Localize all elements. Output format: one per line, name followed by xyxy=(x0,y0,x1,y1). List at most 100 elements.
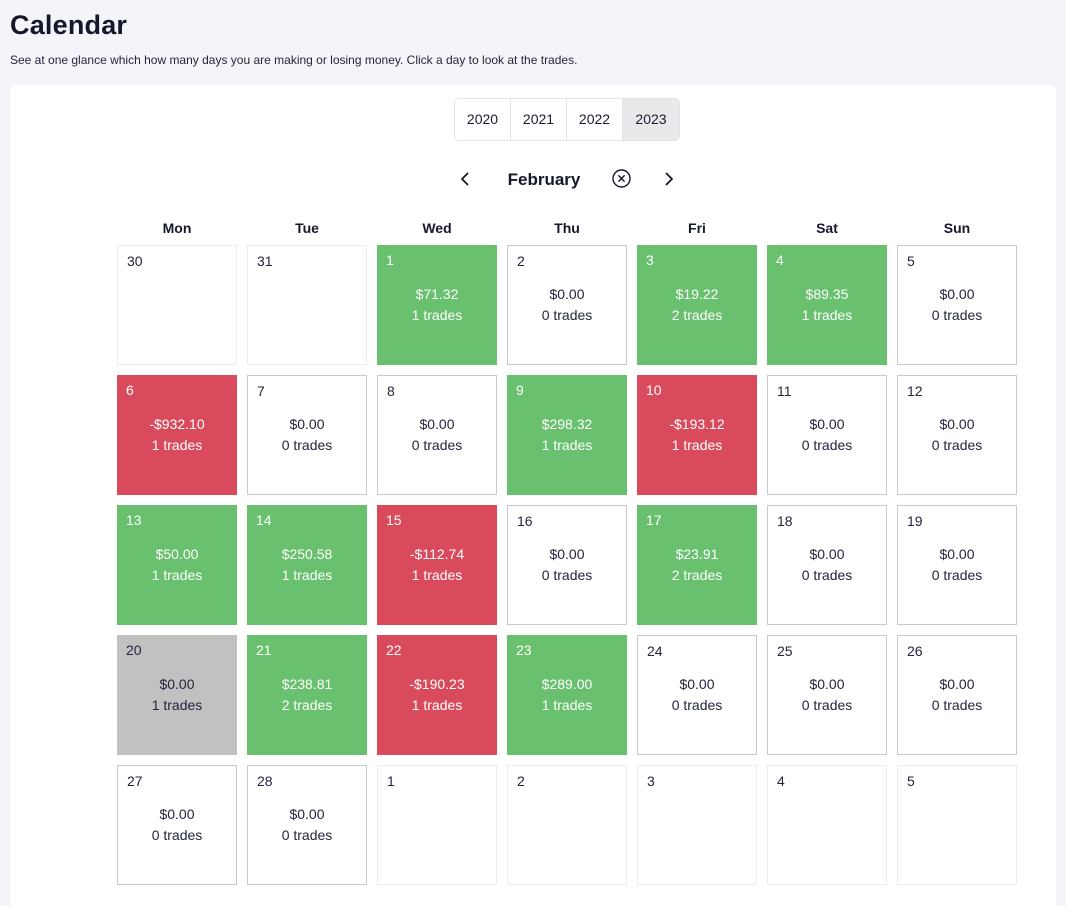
day-pnl-amount: $0.00 xyxy=(939,286,975,302)
day-cell-25[interactable]: 25 $0.00 0 trades xyxy=(767,635,887,755)
day-trade-count: 1 trades xyxy=(281,567,333,583)
day-cell-9[interactable]: 9 $298.32 1 trades xyxy=(507,375,627,495)
day-cell-28[interactable]: 28 $0.00 0 trades xyxy=(247,765,367,885)
day-trade-count: 0 trades xyxy=(411,437,463,453)
day-number: 7 xyxy=(257,383,265,399)
year-tab-2020[interactable]: 2020 xyxy=(455,99,511,140)
day-pnl-amount: $289.00 xyxy=(541,676,593,692)
day-cell-18[interactable]: 18 $0.00 0 trades xyxy=(767,505,887,625)
day-number: 13 xyxy=(126,512,142,528)
day-number: 24 xyxy=(647,643,663,659)
day-cell-15[interactable]: 15 -$112.74 1 trades xyxy=(377,505,497,625)
day-cell-23[interactable]: 23 $289.00 1 trades xyxy=(507,635,627,755)
day-number: 5 xyxy=(907,773,915,789)
day-number: 25 xyxy=(777,643,793,659)
page-header: Calendar See at one glance which how man… xyxy=(0,0,1066,67)
day-cell-4[interactable]: 4 $89.35 1 trades xyxy=(767,245,887,365)
day-number: 1 xyxy=(387,773,395,789)
page-title: Calendar xyxy=(10,10,128,40)
previous-month-button[interactable] xyxy=(454,169,476,191)
day-pnl-amount: $0.00 xyxy=(809,546,845,562)
day-cell-3[interactable]: 3 $19.22 2 trades xyxy=(637,245,757,365)
month-navigation: February xyxy=(117,163,1017,197)
day-pnl-amount: $50.00 xyxy=(155,546,199,562)
day-cell-11[interactable]: 11 $0.00 0 trades xyxy=(767,375,887,495)
day-number: 4 xyxy=(777,773,785,789)
day-pnl-amount: $71.32 xyxy=(415,286,459,302)
day-trade-count: 1 trades xyxy=(151,567,203,583)
day-trade-count: 2 trades xyxy=(281,697,333,713)
day-cell-2[interactable]: 2 xyxy=(507,765,627,885)
day-number: 4 xyxy=(776,252,784,268)
day-trade-count: 0 trades xyxy=(801,697,853,713)
day-pnl-amount: $89.35 xyxy=(805,286,849,302)
day-number: 14 xyxy=(256,512,272,528)
day-summary: $0.00 0 trades xyxy=(508,544,626,586)
day-number: 18 xyxy=(777,513,793,529)
day-cell-1[interactable]: 1 $71.32 1 trades xyxy=(377,245,497,365)
day-number: 5 xyxy=(907,253,915,269)
day-summary: $0.00 0 trades xyxy=(248,414,366,456)
day-cell-6[interactable]: 6 -$932.10 1 trades xyxy=(117,375,237,495)
day-trade-count: 2 trades xyxy=(671,567,723,583)
day-cell-21[interactable]: 21 $238.81 2 trades xyxy=(247,635,367,755)
day-trade-count: 1 trades xyxy=(411,567,463,583)
day-cell-7[interactable]: 7 $0.00 0 trades xyxy=(247,375,367,495)
day-cell-1[interactable]: 1 xyxy=(377,765,497,885)
day-cell-19[interactable]: 19 $0.00 0 trades xyxy=(897,505,1017,625)
day-pnl-amount: $238.81 xyxy=(281,676,333,692)
year-tab-2023[interactable]: 2023 xyxy=(623,99,679,140)
year-tab-2021[interactable]: 2021 xyxy=(511,99,567,140)
day-trade-count: 1 trades xyxy=(151,697,203,713)
day-cell-14[interactable]: 14 $250.58 1 trades xyxy=(247,505,367,625)
day-cell-26[interactable]: 26 $0.00 0 trades xyxy=(897,635,1017,755)
circle-x-icon xyxy=(611,168,632,192)
day-pnl-amount: $19.22 xyxy=(675,286,719,302)
day-pnl-amount: $0.00 xyxy=(939,676,975,692)
day-cell-30[interactable]: 30 xyxy=(117,245,237,365)
weekday-header-tue: Tue xyxy=(295,220,319,236)
page-subtitle: See at one glance which how many days yo… xyxy=(10,53,578,67)
day-cell-16[interactable]: 16 $0.00 0 trades xyxy=(507,505,627,625)
day-trade-count: 1 trades xyxy=(411,697,463,713)
day-number: 11 xyxy=(777,383,792,399)
calendar-grid: 30 31 1 $71.32 1 trades 2 $0.00 0 trades 3 $19.22… xyxy=(117,245,1017,885)
day-number: 2 xyxy=(517,253,525,269)
next-month-button[interactable] xyxy=(658,169,680,191)
day-trade-count: 0 trades xyxy=(541,567,593,583)
day-trade-count: 0 trades xyxy=(931,697,983,713)
day-trade-count: 0 trades xyxy=(671,697,723,713)
day-number: 16 xyxy=(517,513,533,529)
day-cell-13[interactable]: 13 $50.00 1 trades xyxy=(117,505,237,625)
day-cell-22[interactable]: 22 -$190.23 1 trades xyxy=(377,635,497,755)
reset-month-button[interactable] xyxy=(610,169,632,191)
day-summary: $0.00 0 trades xyxy=(508,284,626,326)
day-cell-12[interactable]: 12 $0.00 0 trades xyxy=(897,375,1017,495)
day-trade-count: 1 trades xyxy=(541,437,593,453)
day-number: 27 xyxy=(127,773,143,789)
day-cell-3[interactable]: 3 xyxy=(637,765,757,885)
day-number: 1 xyxy=(386,252,394,268)
day-cell-20[interactable]: 20 $0.00 1 trades xyxy=(117,635,237,755)
day-cell-17[interactable]: 17 $23.91 2 trades xyxy=(637,505,757,625)
day-summary: $0.00 0 trades xyxy=(248,804,366,846)
day-summary: $0.00 0 trades xyxy=(898,674,1016,716)
day-summary: $250.58 1 trades xyxy=(247,544,367,586)
calendar-card: 2020 2021 2022 2023 February xyxy=(10,85,1056,906)
day-cell-5[interactable]: 5 $0.00 0 trades xyxy=(897,245,1017,365)
day-number: 2 xyxy=(517,773,525,789)
year-tab-2022[interactable]: 2022 xyxy=(567,99,623,140)
day-cell-10[interactable]: 10 -$193.12 1 trades xyxy=(637,375,757,495)
day-cell-31[interactable]: 31 xyxy=(247,245,367,365)
day-cell-2[interactable]: 2 $0.00 0 trades xyxy=(507,245,627,365)
day-number: 9 xyxy=(516,382,524,398)
day-trade-count: 0 trades xyxy=(801,437,853,453)
day-number: 23 xyxy=(516,642,532,658)
day-pnl-amount: -$190.23 xyxy=(409,676,465,692)
day-cell-24[interactable]: 24 $0.00 0 trades xyxy=(637,635,757,755)
weekday-header-fri: Fri xyxy=(688,220,706,236)
day-cell-27[interactable]: 27 $0.00 0 trades xyxy=(117,765,237,885)
day-cell-5[interactable]: 5 xyxy=(897,765,1017,885)
day-cell-8[interactable]: 8 $0.00 0 trades xyxy=(377,375,497,495)
day-cell-4[interactable]: 4 xyxy=(767,765,887,885)
